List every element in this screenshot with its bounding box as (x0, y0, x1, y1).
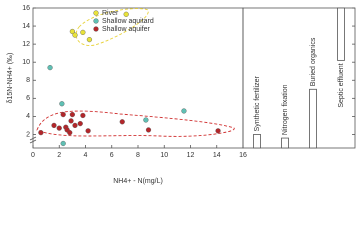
legend-marker (93, 10, 99, 16)
point (69, 111, 75, 118)
y-tick-label: 16 (22, 5, 30, 12)
x-tick-label: 8 (136, 152, 140, 159)
x-tick-label: 12 (187, 152, 195, 159)
x-axis-label: NH4+ - N(mg/L) (113, 178, 163, 185)
point (86, 37, 93, 43)
legend-marker (93, 18, 99, 24)
aquifer-outline (36, 110, 235, 137)
y-tick-label: 12 (22, 41, 30, 48)
point (77, 121, 83, 127)
point (60, 140, 66, 147)
source-range (309, 88, 317, 149)
source-panel-frame (242, 7, 356, 149)
source-label: Synthetic fertilizer (254, 76, 261, 132)
point (85, 128, 91, 134)
source-range (253, 134, 261, 149)
source-range (281, 137, 289, 149)
point (72, 32, 78, 38)
point (38, 130, 44, 136)
y-tick-label: 10 (22, 59, 30, 66)
point (119, 119, 125, 125)
point (215, 128, 221, 134)
y-tick-label: 4 (26, 113, 30, 120)
group-outlines (36, 8, 235, 137)
point (80, 29, 86, 35)
legend-label: Shallow aquitard (102, 18, 154, 25)
point (68, 118, 74, 124)
y-axis-label: δ15N-NH4+ (‰) (7, 53, 14, 104)
x-tick-label: 10 (160, 152, 168, 159)
chart: NH4+ - N(mg/L) δ15N-NH4+ (‰) 0 2 4 6 8 10 12 14… (7, 5, 356, 185)
point (69, 28, 75, 35)
point (80, 112, 86, 119)
x-tick-label: 6 (110, 152, 114, 159)
legend-marker (93, 26, 99, 32)
point (72, 122, 78, 129)
point (47, 65, 53, 71)
point (181, 108, 187, 114)
y-tick-label: 2 (26, 131, 30, 138)
axis-break (29, 136, 37, 144)
source-label: Buried organics (310, 37, 317, 86)
x-tick-label: 14 (213, 152, 221, 159)
source-label: Nitrogen fixation (282, 84, 289, 135)
source-range (337, 7, 345, 61)
point (51, 122, 57, 129)
river-outline (75, 8, 149, 46)
point (123, 11, 129, 17)
point (143, 117, 149, 123)
x-tick-label: 0 (31, 152, 35, 159)
x-tick-label: 2 (57, 152, 61, 159)
marks (38, 11, 221, 147)
point (67, 130, 73, 136)
y-tick-label: 8 (26, 77, 30, 84)
legend-label: River (102, 10, 119, 17)
point (56, 125, 62, 131)
x-tick-label: 16 (239, 152, 247, 159)
point (145, 127, 152, 133)
legend-label: Shallow aquifer (102, 26, 151, 33)
point (60, 111, 66, 118)
y-tick-label: 14 (22, 23, 30, 30)
source-label: Septic effluent (338, 63, 345, 107)
x-tick-label: 4 (84, 152, 88, 159)
y-tick-label: 6 (26, 95, 30, 102)
point (59, 101, 65, 107)
